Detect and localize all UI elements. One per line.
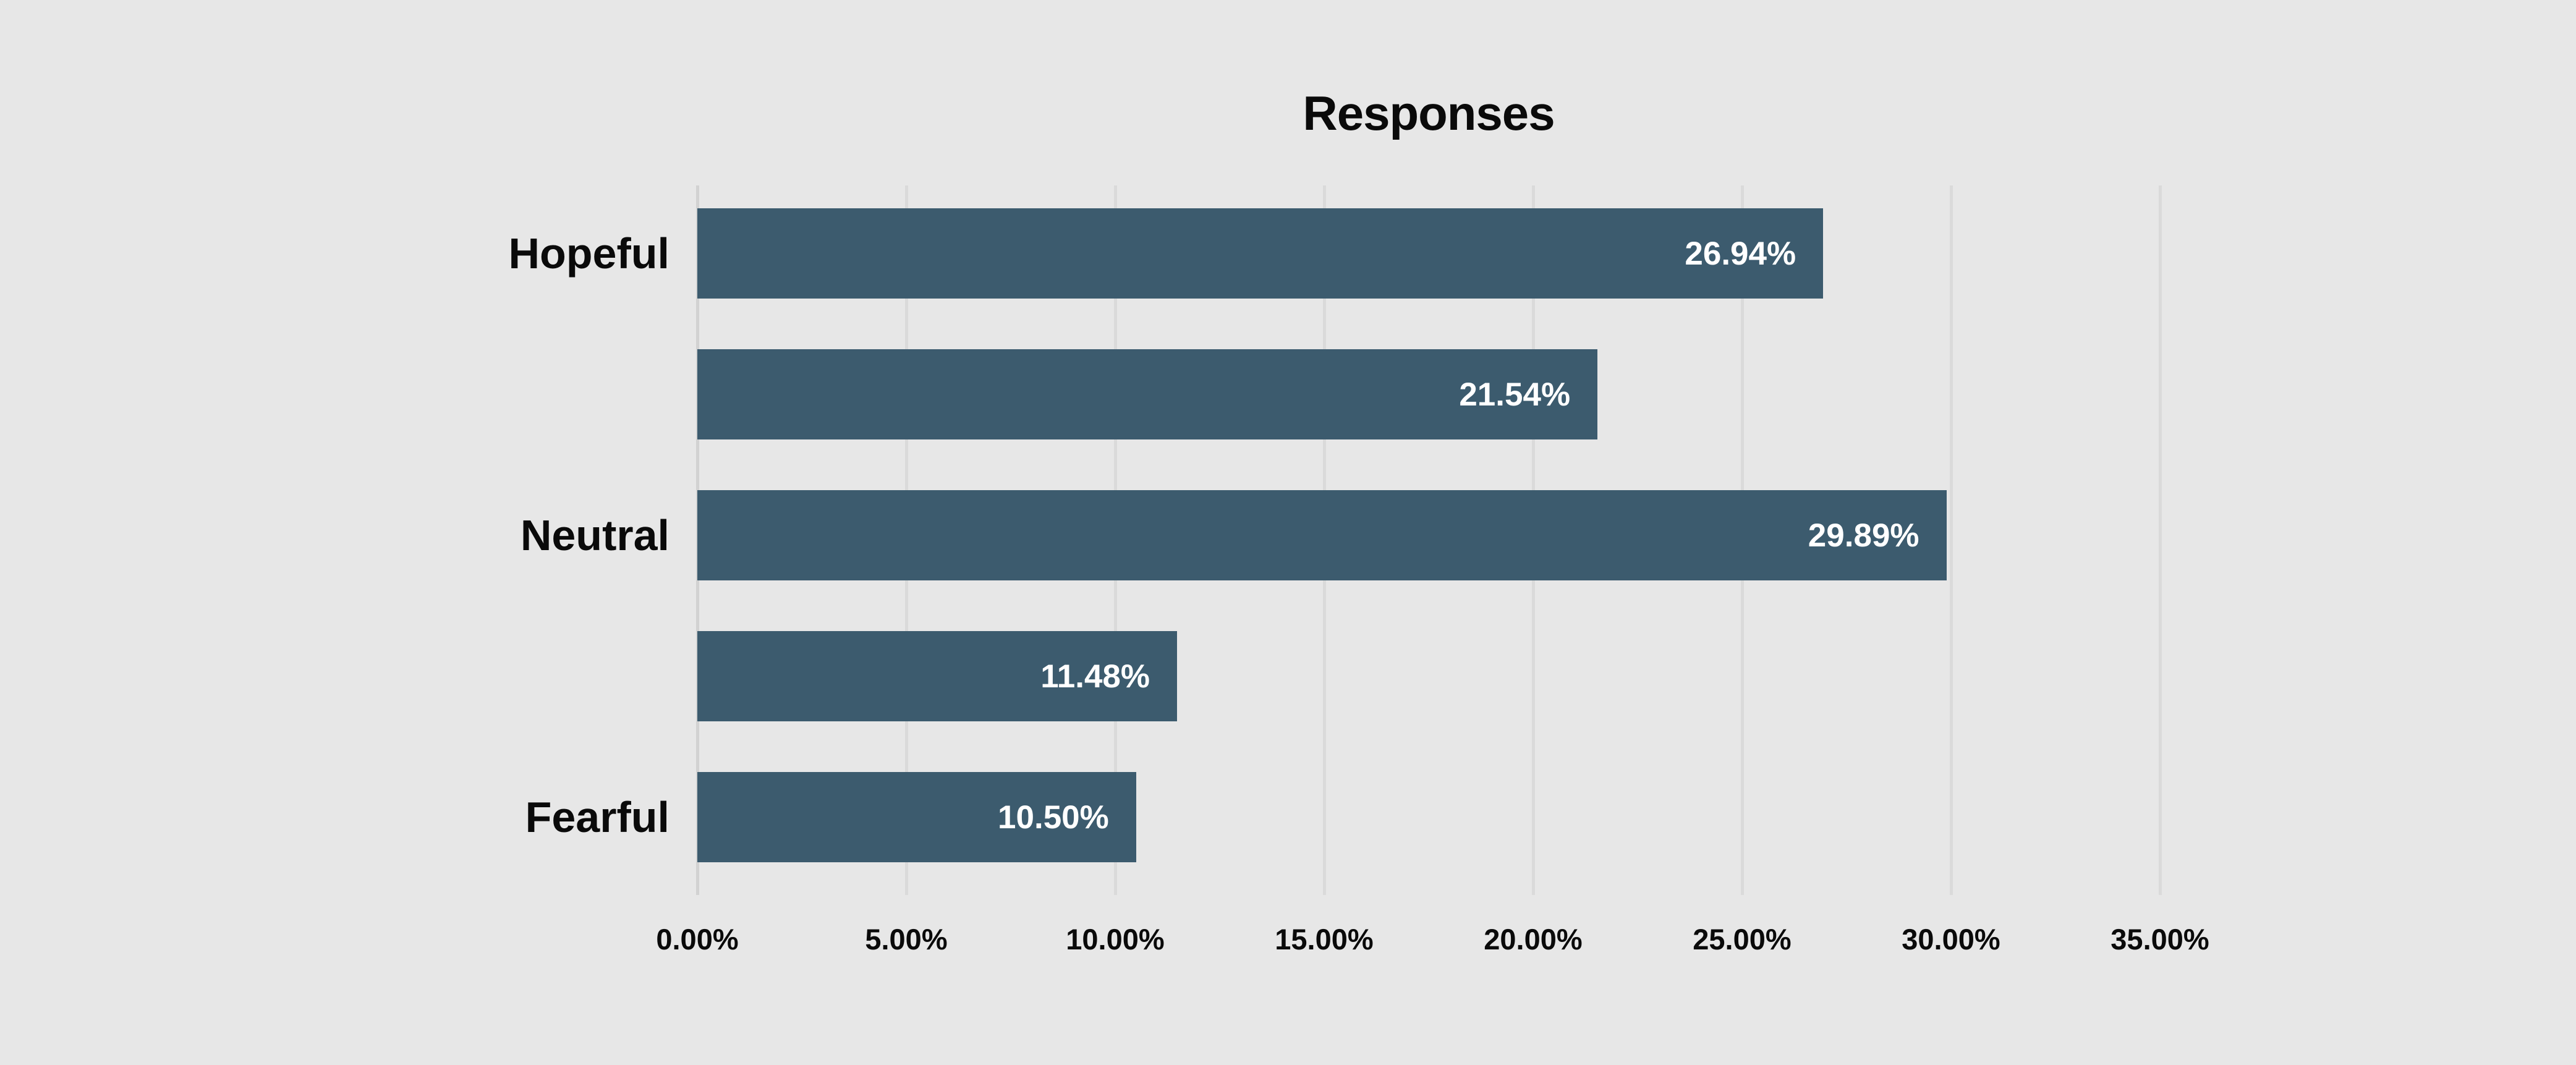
bar: 21.54% — [697, 349, 1598, 439]
chart-title: Responses — [1303, 86, 1555, 140]
x-tick-label: 35.00% — [2111, 923, 2209, 956]
bar: 11.48% — [697, 631, 1178, 721]
x-tick-label: 30.00% — [1902, 923, 2000, 956]
x-tick-label: 25.00% — [1693, 923, 1792, 956]
gridline-35pct — [2159, 185, 2162, 895]
bar-row: 26.94% — [697, 208, 2160, 299]
bar-value-label: 11.48% — [1040, 658, 1150, 695]
gridline-30pct — [1949, 185, 1953, 895]
bar-row: 21.54% — [697, 349, 2160, 439]
bar-row: 10.50% — [697, 772, 2160, 862]
bar: 29.89% — [697, 490, 1947, 580]
category-label-row4 — [0, 631, 670, 721]
bar-value-label: 26.94% — [1685, 235, 1796, 272]
bar-value-label: 29.89% — [1808, 517, 1919, 554]
category-label-hopeful: Hopeful — [508, 229, 670, 278]
category-label-row2 — [0, 349, 670, 439]
bar-value-label: 21.54% — [1459, 376, 1571, 413]
category-label-neutral: Neutral — [520, 511, 670, 559]
x-axis: 0.00% 5.00% 10.00% 15.00% 20.00% 25.00% … — [656, 922, 2209, 965]
bar: 26.94% — [697, 208, 1824, 299]
bar-row: 11.48% — [697, 631, 2160, 721]
bar-row: 29.89% — [697, 490, 2160, 580]
x-tick-label: 20.00% — [1484, 923, 1583, 956]
bar: 10.50% — [697, 772, 1136, 862]
plot-area: 26.94% 21.54% 29.89% 11.48% 10.50% — [696, 185, 2162, 895]
category-label-fearful: Fearful — [525, 793, 670, 841]
bar-value-label: 10.50% — [998, 799, 1109, 836]
x-tick-label: 0.00% — [656, 923, 739, 956]
x-tick-label: 15.00% — [1275, 923, 1374, 956]
x-tick-label: 10.00% — [1066, 923, 1165, 956]
x-tick-label: 5.00% — [865, 923, 948, 956]
